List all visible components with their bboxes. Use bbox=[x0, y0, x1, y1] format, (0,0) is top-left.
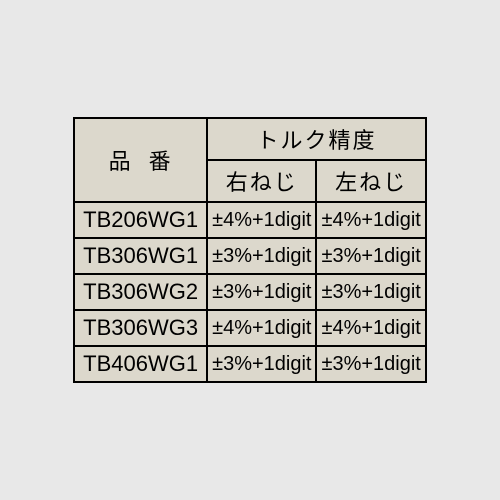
spec-table: 品番 トルク精度 右ねじ 左ねじ TB206WG1 ±4%+1digit ±4%… bbox=[73, 117, 427, 383]
cell-right-thread: ±4%+1digit bbox=[207, 310, 316, 346]
cell-part-number: TB306WG3 bbox=[74, 310, 207, 346]
cell-left-thread: ±4%+1digit bbox=[316, 202, 425, 238]
table-row: TB406WG1 ±3%+1digit ±3%+1digit bbox=[74, 346, 426, 382]
cell-left-thread: ±4%+1digit bbox=[316, 310, 425, 346]
cell-part-number: TB206WG1 bbox=[74, 202, 207, 238]
header-right-thread: 右ねじ bbox=[207, 160, 316, 202]
cell-right-thread: ±3%+1digit bbox=[207, 346, 316, 382]
cell-part-number: TB306WG2 bbox=[74, 274, 207, 310]
cell-left-thread: ±3%+1digit bbox=[316, 238, 425, 274]
table-row: TB306WG3 ±4%+1digit ±4%+1digit bbox=[74, 310, 426, 346]
table-header-row-1: 品番 トルク精度 bbox=[74, 118, 426, 160]
table-row: TB306WG2 ±3%+1digit ±3%+1digit bbox=[74, 274, 426, 310]
table-row: TB206WG1 ±4%+1digit ±4%+1digit bbox=[74, 202, 426, 238]
cell-right-thread: ±3%+1digit bbox=[207, 238, 316, 274]
table-row: TB306WG1 ±3%+1digit ±3%+1digit bbox=[74, 238, 426, 274]
header-left-thread: 左ねじ bbox=[316, 160, 425, 202]
cell-part-number: TB406WG1 bbox=[74, 346, 207, 382]
table-container: 品番 トルク精度 右ねじ 左ねじ TB206WG1 ±4%+1digit ±4%… bbox=[73, 117, 427, 383]
cell-part-number: TB306WG1 bbox=[74, 238, 207, 274]
header-torque-accuracy: トルク精度 bbox=[207, 118, 426, 160]
cell-right-thread: ±3%+1digit bbox=[207, 274, 316, 310]
cell-right-thread: ±4%+1digit bbox=[207, 202, 316, 238]
header-part-number: 品番 bbox=[74, 118, 207, 202]
cell-left-thread: ±3%+1digit bbox=[316, 346, 425, 382]
cell-left-thread: ±3%+1digit bbox=[316, 274, 425, 310]
